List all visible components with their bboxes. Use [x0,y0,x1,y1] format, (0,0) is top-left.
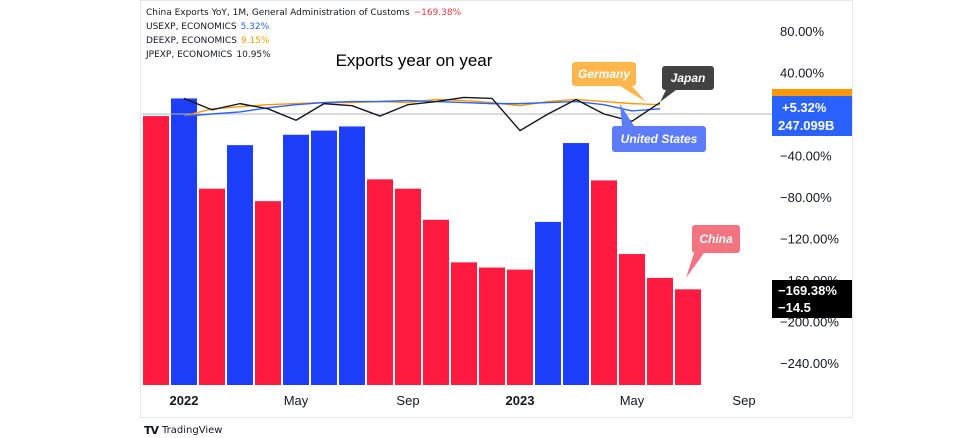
callout-label-1: Japan [671,71,706,85]
y-tick-label-0: 80.00% [780,24,825,39]
bar-13[interactable] [507,269,533,385]
x-tick-label-3: 2023 [506,393,535,408]
callout-box-0[interactable] [572,62,636,86]
bar-9[interactable] [395,188,421,385]
bar-16[interactable] [591,180,617,385]
legend-de-value: 9.15% [240,36,270,46]
legend-jp[interactable]: JPEXP, ECONOMICS 10.95% [146,50,271,60]
callout-pointer-1 [660,90,676,102]
bar-12[interactable] [479,267,505,385]
bar-4[interactable] [255,201,281,385]
legend-main-text: China Exports YoY, 1M, General Administr… [146,8,410,18]
legend-jp-value: 10.95% [236,50,271,60]
legend-de-text: DEEXP, ECONOMICS [146,36,237,46]
china-price-line2: −14.5 [778,300,811,315]
series-line-2[interactable] [183,96,661,132]
legend-main-value: −169.38% [413,8,462,18]
footer: TV TradingView [144,424,222,437]
bar-3[interactable] [227,145,253,385]
germany-price-tag [772,89,852,96]
bar-5[interactable] [283,134,309,385]
us-price-tag[interactable] [772,96,852,136]
callout-box-3[interactable] [692,225,740,253]
bar-18[interactable] [647,277,673,385]
china-price-tag[interactable] [772,280,852,318]
bar-10[interactable] [423,219,449,385]
bar-7[interactable] [339,126,365,385]
chart-frame [140,0,853,418]
bar-0[interactable] [143,116,169,385]
callout-box-2[interactable] [612,126,706,152]
china-price-line1: −169.38% [778,283,837,298]
legend-us[interactable]: USEXP, ECONOMICS 5.32% [146,22,269,32]
y-tick-label-1: 40.00% [780,66,825,81]
legend-jp-text: JPEXP, ECONOMICS [146,50,233,60]
y-tick-label-3: −80.00% [780,190,832,205]
bar-11[interactable] [451,262,477,385]
bar-8[interactable] [367,179,393,385]
bar-6[interactable] [311,130,337,385]
y-tick-label-2: −40.00% [780,149,832,164]
bar-1[interactable] [171,98,197,385]
bar-2[interactable] [199,188,225,385]
callout-label-0: Germany [578,67,631,81]
x-tick-label-5: Sep [732,393,755,408]
x-tick-label-4: May [620,393,645,408]
callout-label-2: United States [621,132,698,146]
legend-de[interactable]: DEEXP, ECONOMICS 9.15% [146,36,270,46]
us-price-line1: +5.32% [782,100,827,115]
tradingview-logo-icon: TV [144,424,159,437]
x-tick-label-0: 2022 [170,393,199,408]
legend-us-text: USEXP, ECONOMICS [146,22,237,32]
y-tick-label-4: −120.00% [780,232,839,247]
tradingview-brand[interactable]: TradingView [162,425,223,436]
callout-pointer-3 [686,253,704,278]
callout-label-3: China [699,232,733,246]
bar-14[interactable] [535,221,561,385]
legend-main[interactable]: China Exports YoY, 1M, General Administr… [146,8,461,18]
bar-15[interactable] [563,143,589,385]
x-tick-label-2: Sep [396,393,419,408]
callout-pointer-0 [620,86,646,102]
callout-pointer-2 [620,104,634,126]
legend-us-value: 5.32% [240,22,270,32]
x-tick-label-1: May [284,393,309,408]
chart-title: Exports year on year [336,51,493,70]
y-tick-label-7: −240.00% [780,356,839,371]
us-price-line2: 247.099B [778,118,834,133]
bar-17[interactable] [619,254,645,385]
callout-box-1[interactable] [662,66,714,90]
y-tick-label-6: −200.00% [780,315,839,330]
bar-19[interactable] [675,289,701,385]
